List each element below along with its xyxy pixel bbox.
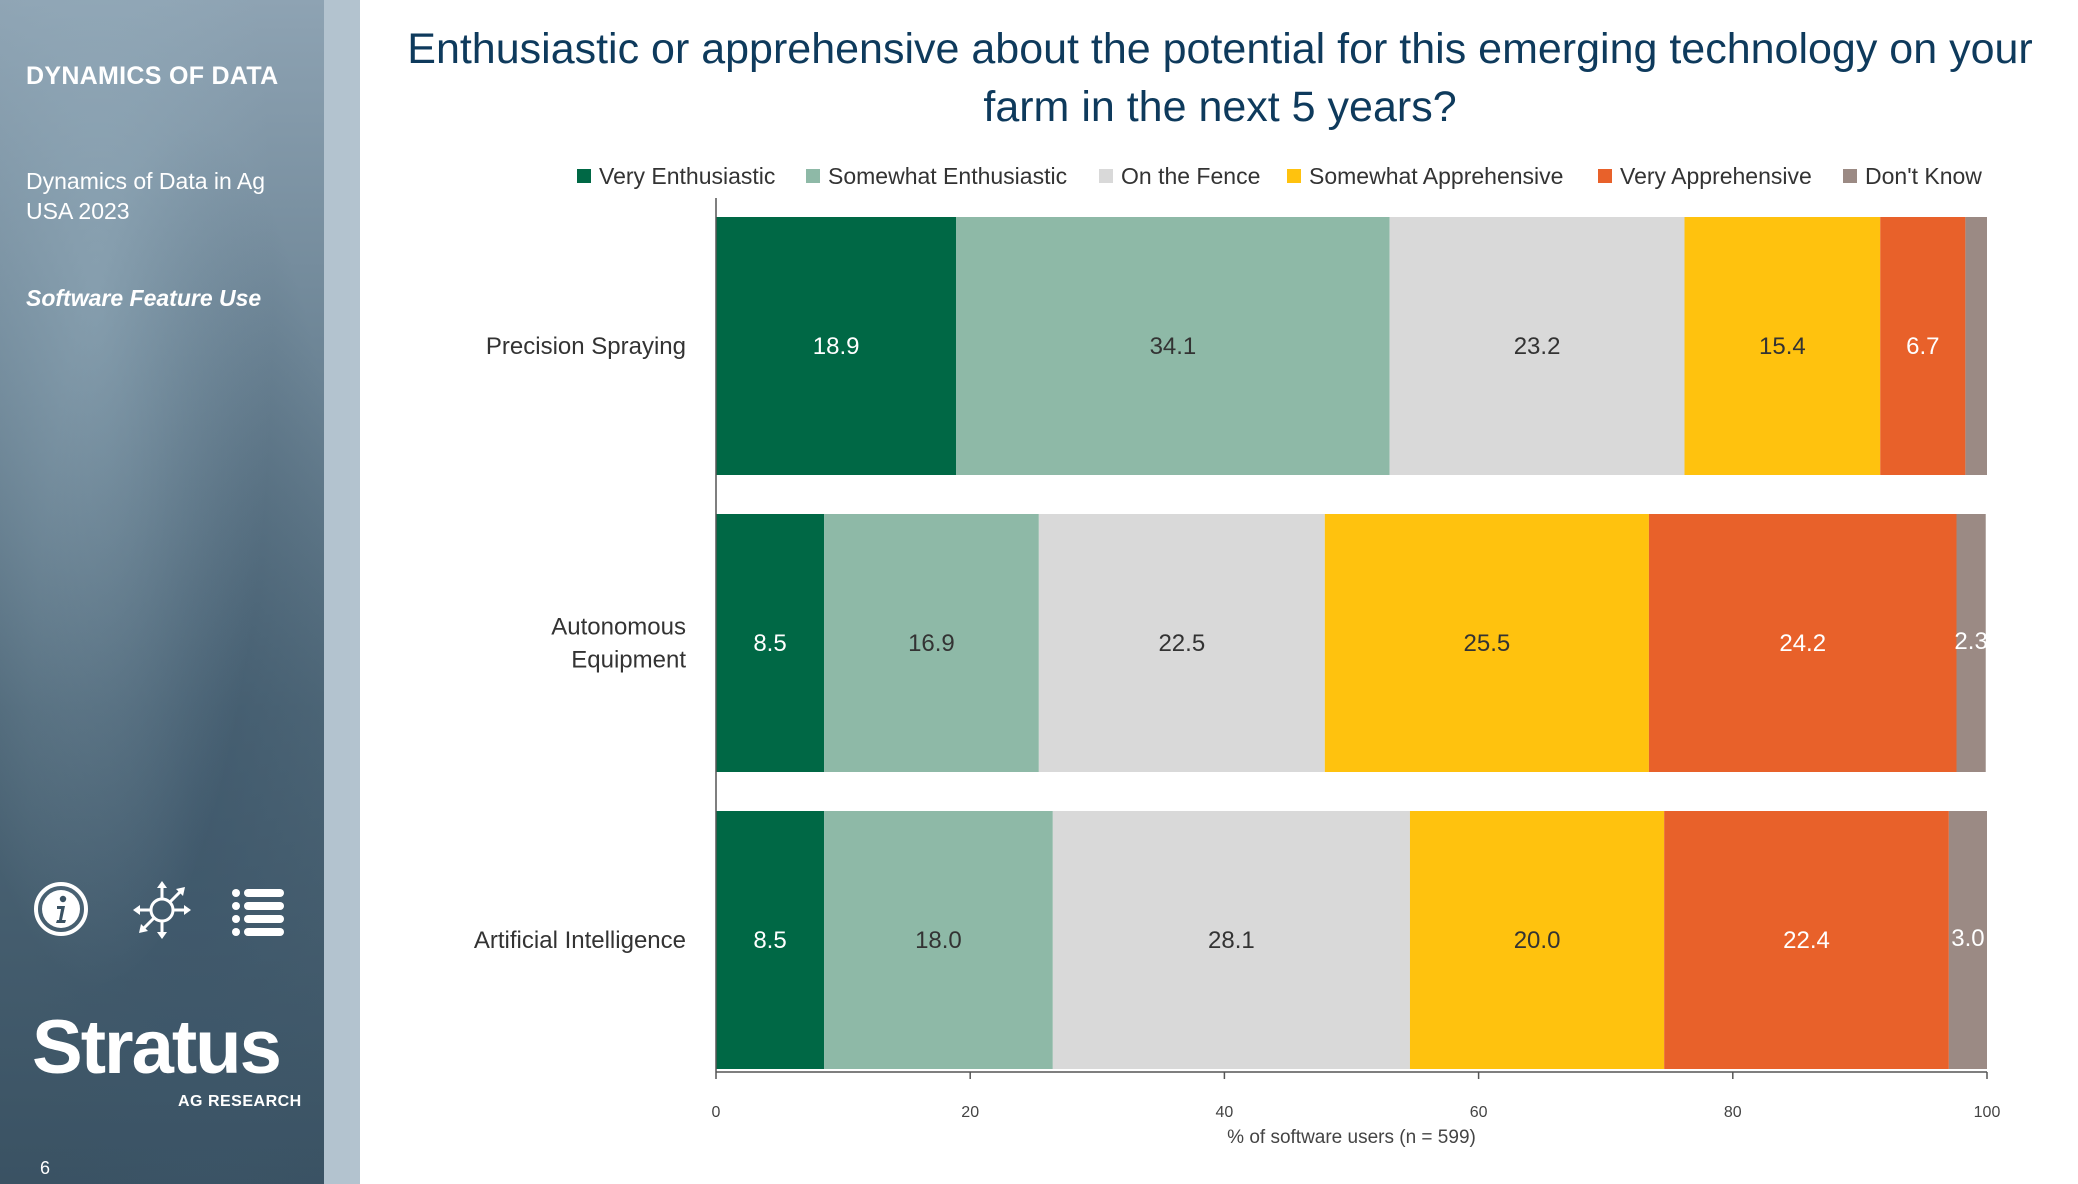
x-tick-label-3: 60 bbox=[1470, 1104, 1488, 1121]
legend-swatch-2 bbox=[1099, 169, 1113, 183]
x-tick-label-2: 40 bbox=[1216, 1104, 1234, 1121]
data-label-2-4: 22.4 bbox=[1783, 927, 1830, 954]
data-label-0-2: 23.2 bbox=[1514, 333, 1561, 360]
legend: Very Enthusiastic Somewhat Enthusiastic On… bbox=[577, 163, 1982, 189]
data-label-2-3: 20.0 bbox=[1514, 927, 1561, 954]
x-tick-label-5: 100 bbox=[1974, 1104, 2001, 1121]
bars: 18.9 34.1 23.2 15.4 6.7 8.5 16.9 22.5 25.5 24.2 2.… bbox=[716, 217, 1988, 1069]
legend-label-3: Somewhat Apprehensive bbox=[1309, 163, 1563, 189]
chart-title: Enthusiastic or apprehensive about the p… bbox=[407, 25, 2033, 131]
data-label-1-2: 22.5 bbox=[1158, 630, 1205, 657]
stratus-logo: Stratus bbox=[32, 1005, 282, 1090]
bar-segment-0-1 bbox=[956, 217, 1390, 475]
legend-swatch-1 bbox=[806, 169, 820, 183]
data-label-1-1: 16.9 bbox=[908, 630, 955, 657]
page-number: 6 bbox=[40, 1158, 51, 1178]
data-label-1-5: 2.3 bbox=[1954, 628, 1987, 655]
bar-segment-0-3 bbox=[1684, 217, 1881, 475]
category-label-0-0: Precision Spraying bbox=[486, 333, 686, 360]
category-label-1-0: Autonomous bbox=[551, 614, 686, 641]
category-label-1-1: Equipment bbox=[571, 647, 686, 674]
sidebar-edge bbox=[324, 0, 360, 1184]
x-tick-label-4: 80 bbox=[1724, 1104, 1742, 1121]
axes: 0 20 40 60 80 100 % of software users (n = 599… bbox=[712, 198, 2001, 1148]
bar-segment-0-4 bbox=[1880, 217, 1966, 475]
legend-label-5: Don't Know bbox=[1865, 163, 1982, 189]
legend-label-2: On the Fence bbox=[1121, 163, 1260, 189]
legend-swatch-4 bbox=[1598, 169, 1612, 183]
bar-segment-1-4 bbox=[1648, 514, 1957, 772]
bar-segment-0-5 bbox=[1965, 217, 1987, 475]
data-label-0-0: 18.9 bbox=[813, 333, 860, 360]
legend-swatch-3 bbox=[1287, 169, 1301, 183]
x-axis-title: % of software users (n = 599) bbox=[1227, 1127, 1476, 1148]
bar-segment-2-5 bbox=[1948, 811, 1987, 1069]
data-label-2-1: 18.0 bbox=[915, 927, 962, 954]
x-tick-label-0: 0 bbox=[712, 1104, 721, 1121]
stratus-logo-subtitle: AG RESEARCH bbox=[178, 1093, 302, 1110]
legend-swatch-5 bbox=[1843, 169, 1857, 183]
bar-segment-2-2 bbox=[1052, 811, 1410, 1069]
data-label-1-3: 25.5 bbox=[1464, 630, 1511, 657]
section-title: Software Feature Use bbox=[26, 285, 262, 311]
bar-segment-1-2 bbox=[1038, 514, 1325, 772]
x-tick-label-1: 20 bbox=[961, 1104, 979, 1121]
bar-segment-2-1 bbox=[824, 811, 1053, 1069]
bar-segment-1-5 bbox=[1956, 514, 1986, 772]
explore-icon[interactable] bbox=[132, 880, 192, 945]
data-label-0-1: 34.1 bbox=[1150, 333, 1197, 360]
legend-label-0: Very Enthusiastic bbox=[599, 163, 775, 189]
report-title: Dynamics of Data in Ag USA 2023 bbox=[26, 168, 266, 224]
data-label-2-2: 28.1 bbox=[1208, 927, 1255, 954]
data-label-1-4: 24.2 bbox=[1779, 630, 1826, 657]
category-labels: Precision Spraying Autonomous Equipment Art… bbox=[474, 333, 686, 954]
legend-label-1: Somewhat Enthusiastic bbox=[828, 163, 1067, 189]
bar-segment-1-0 bbox=[716, 514, 825, 772]
data-label-0-4: 6.7 bbox=[1906, 333, 1939, 360]
data-label-2-0: 8.5 bbox=[753, 927, 786, 954]
data-label-1-0: 8.5 bbox=[753, 630, 786, 657]
bar-segment-2-0 bbox=[716, 811, 825, 1069]
bar-segment-2-4 bbox=[1664, 811, 1949, 1069]
info-icon[interactable] bbox=[32, 880, 90, 943]
list-icon[interactable] bbox=[228, 880, 288, 945]
bar-segment-1-3 bbox=[1324, 514, 1649, 772]
legend-swatch-0 bbox=[577, 169, 591, 183]
sidebar: DYNAMICS OF DATA Dynamics of Data in Ag … bbox=[0, 0, 324, 1184]
bar-segment-1-1 bbox=[824, 514, 1039, 772]
brand-title: DYNAMICS OF DATA bbox=[26, 62, 279, 90]
data-label-0-3: 15.4 bbox=[1759, 333, 1806, 360]
category-label-2-0: Artificial Intelligence bbox=[474, 927, 686, 954]
bar-segment-2-3 bbox=[1409, 811, 1665, 1069]
bar-segment-0-2 bbox=[1389, 217, 1685, 475]
data-label-2-5: 3.0 bbox=[1951, 925, 1984, 952]
bar-segment-0-0 bbox=[716, 217, 957, 475]
legend-label-4: Very Apprehensive bbox=[1620, 163, 1812, 189]
